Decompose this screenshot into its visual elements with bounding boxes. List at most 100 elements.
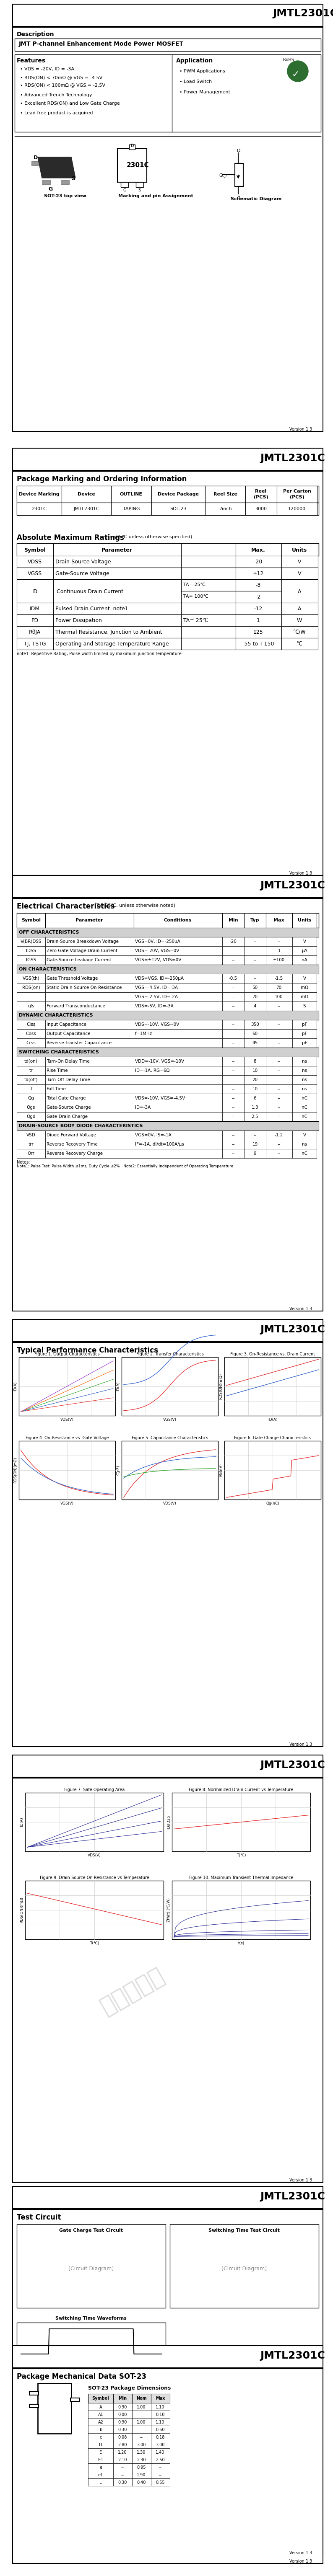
Text: 45: 45 bbox=[252, 1041, 258, 1046]
Bar bbox=[236, 616, 281, 626]
Text: • RDS(ON) < 70mΩ @ VGS = -4.5V: • RDS(ON) < 70mΩ @ VGS = -4.5V bbox=[20, 75, 103, 80]
Bar bbox=[62, 487, 111, 502]
Bar bbox=[45, 1074, 134, 1084]
Bar bbox=[222, 974, 244, 984]
Bar bbox=[266, 1038, 292, 1048]
Bar bbox=[266, 945, 292, 956]
Text: 0.55: 0.55 bbox=[156, 2481, 165, 2486]
Text: ℃/W: ℃/W bbox=[293, 629, 306, 636]
Text: e1: e1 bbox=[98, 2473, 103, 2478]
Text: pF: pF bbox=[302, 1041, 307, 1046]
Text: ID(A): ID(A) bbox=[268, 1417, 277, 1422]
Text: --: -- bbox=[253, 976, 256, 981]
Bar bbox=[122, 1440, 218, 1499]
Bar bbox=[244, 974, 266, 984]
Text: Continuous Drain Current: Continuous Drain Current bbox=[57, 590, 123, 595]
Text: Reel: Reel bbox=[255, 489, 267, 495]
Bar bbox=[132, 2393, 151, 2403]
Bar bbox=[235, 162, 243, 185]
Text: Static Drain-Source On-Resistance: Static Drain-Source On-Resistance bbox=[47, 987, 122, 989]
Bar bbox=[222, 1149, 244, 1159]
Text: Reverse Recovery Time: Reverse Recovery Time bbox=[47, 1141, 98, 1146]
Text: [Circuit Diagram]: [Circuit Diagram] bbox=[221, 2267, 267, 2272]
Text: Schematic Diagram: Schematic Diagram bbox=[231, 196, 282, 201]
Bar bbox=[266, 984, 292, 992]
Text: gfs: gfs bbox=[28, 1005, 34, 1007]
Bar bbox=[61, 180, 69, 185]
Text: Typical Performance Characteristics: Typical Performance Characteristics bbox=[17, 1347, 158, 1355]
Bar bbox=[88, 2427, 113, 2434]
Bar bbox=[222, 1066, 244, 1074]
Text: tf: tf bbox=[29, 1087, 33, 1092]
Text: V: V bbox=[298, 559, 301, 564]
Bar bbox=[222, 1056, 244, 1066]
Bar bbox=[29, 2403, 39, 2409]
Bar bbox=[292, 1038, 317, 1048]
Text: Absolute Maximum Ratings: Absolute Maximum Ratings bbox=[17, 533, 124, 541]
Bar bbox=[236, 544, 281, 556]
Text: PD: PD bbox=[31, 618, 38, 623]
Text: Thermal Resistance, Junction to Ambient: Thermal Resistance, Junction to Ambient bbox=[55, 629, 162, 636]
Text: Note1: Pulse Test: Pulse Width ≤1ms, Duty Cycle ≤2%   Note2: Essentially Indepen: Note1: Pulse Test: Pulse Width ≤1ms, Dut… bbox=[17, 1164, 233, 1167]
Text: 0.00: 0.00 bbox=[118, 2414, 127, 2416]
Text: A: A bbox=[298, 590, 301, 595]
Text: c: c bbox=[100, 2434, 102, 2439]
Bar bbox=[266, 992, 292, 1002]
Bar bbox=[236, 556, 281, 567]
Text: Switching Time Waveforms: Switching Time Waveforms bbox=[55, 2316, 127, 2321]
Bar bbox=[134, 938, 222, 945]
Text: JMTL2301C: JMTL2301C bbox=[260, 2192, 325, 2202]
Text: TA= 100℃: TA= 100℃ bbox=[183, 595, 208, 598]
Bar bbox=[113, 2439, 132, 2447]
Text: --: -- bbox=[232, 1087, 235, 1092]
Text: SOT-23: SOT-23 bbox=[170, 507, 186, 510]
Text: IDM: IDM bbox=[30, 605, 40, 611]
Bar bbox=[15, 54, 321, 131]
Text: Version 1.3: Version 1.3 bbox=[289, 1306, 312, 1311]
Text: 1.10: 1.10 bbox=[156, 2421, 165, 2424]
Text: --: -- bbox=[277, 1030, 280, 1036]
Bar bbox=[45, 984, 134, 992]
Text: --: -- bbox=[277, 1069, 280, 1072]
Bar bbox=[132, 2470, 151, 2478]
Bar bbox=[151, 2455, 170, 2463]
Bar bbox=[292, 956, 317, 963]
Bar bbox=[266, 1074, 292, 1084]
Text: --: -- bbox=[277, 1005, 280, 1007]
Bar bbox=[151, 2447, 170, 2455]
Bar bbox=[244, 1002, 266, 1010]
Text: --: -- bbox=[140, 2427, 143, 2432]
Bar bbox=[134, 1149, 222, 1159]
Bar bbox=[17, 1084, 45, 1095]
Text: 8: 8 bbox=[254, 1059, 256, 1064]
Bar bbox=[134, 1056, 222, 1066]
Text: TA= 25℃: TA= 25℃ bbox=[183, 618, 208, 623]
Text: 3.00: 3.00 bbox=[137, 2442, 146, 2447]
Bar bbox=[15, 39, 321, 52]
Text: L: L bbox=[100, 2481, 102, 2486]
Bar bbox=[292, 1056, 317, 1066]
Text: W: W bbox=[297, 618, 302, 623]
Text: Gate-Source Voltage: Gate-Source Voltage bbox=[55, 572, 109, 577]
Bar bbox=[113, 2419, 132, 2427]
Bar bbox=[151, 2411, 170, 2419]
Text: JMTL2301C: JMTL2301C bbox=[260, 2352, 325, 2360]
Text: Max: Max bbox=[273, 917, 284, 922]
Bar bbox=[292, 1139, 317, 1149]
Bar bbox=[266, 1066, 292, 1074]
Bar bbox=[244, 945, 266, 956]
Text: ID(A): ID(A) bbox=[116, 1381, 120, 1391]
Text: ID=-1A, RG=6Ω: ID=-1A, RG=6Ω bbox=[135, 1069, 169, 1072]
Text: 1.90: 1.90 bbox=[137, 2473, 146, 2478]
Text: DRAIN-SOURCE BODY DIODE CHARACTERISTICS: DRAIN-SOURCE BODY DIODE CHARACTERISTICS bbox=[19, 1123, 143, 1128]
Bar bbox=[281, 544, 318, 556]
Text: Coss: Coss bbox=[26, 1030, 36, 1036]
Text: Reverse Transfer Capacitance: Reverse Transfer Capacitance bbox=[47, 1041, 112, 1046]
Text: Operating and Storage Temperature Range: Operating and Storage Temperature Range bbox=[55, 641, 169, 647]
Text: Total Gate Charge: Total Gate Charge bbox=[47, 1097, 86, 1100]
Bar bbox=[17, 974, 45, 984]
Bar bbox=[13, 2347, 323, 2563]
Bar bbox=[17, 487, 62, 502]
Bar bbox=[113, 2411, 132, 2419]
Text: Electrical Characteristics: Electrical Characteristics bbox=[17, 902, 115, 909]
